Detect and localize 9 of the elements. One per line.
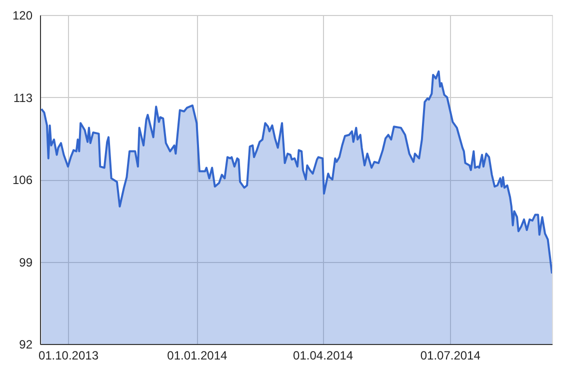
y-tick-label: 113 (13, 90, 33, 105)
x-tick-label: 01.10.2013 (38, 348, 99, 362)
x-tick-label: 01.04.2014 (293, 348, 354, 362)
y-tick-label: 99 (19, 255, 33, 270)
x-tick-label: 01.07.2014 (420, 348, 481, 362)
y-tick-label: 92 (19, 338, 33, 352)
x-tick-label: 01.01.2014 (167, 348, 228, 362)
y-tick-label: 106 (12, 173, 33, 187)
y-tick-label: 120 (12, 8, 33, 22)
